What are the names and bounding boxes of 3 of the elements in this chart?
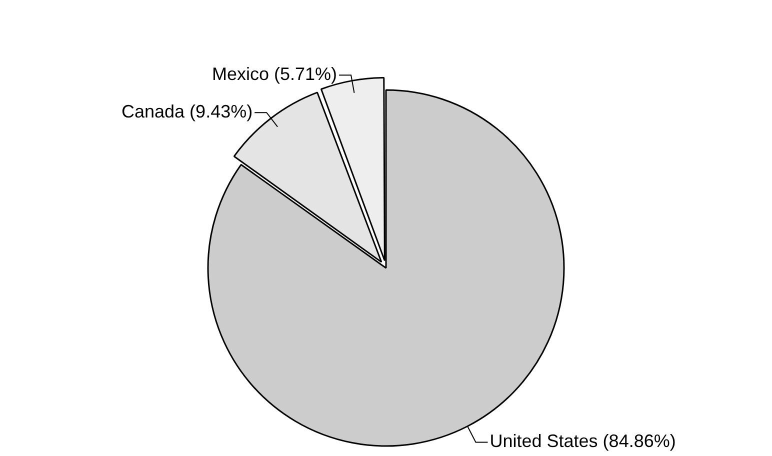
slice-label: Canada (9.43%) — [122, 102, 253, 122]
slice-label: Mexico (5.71%) — [212, 64, 338, 84]
slice-label: United States (84.86%) — [490, 431, 676, 452]
